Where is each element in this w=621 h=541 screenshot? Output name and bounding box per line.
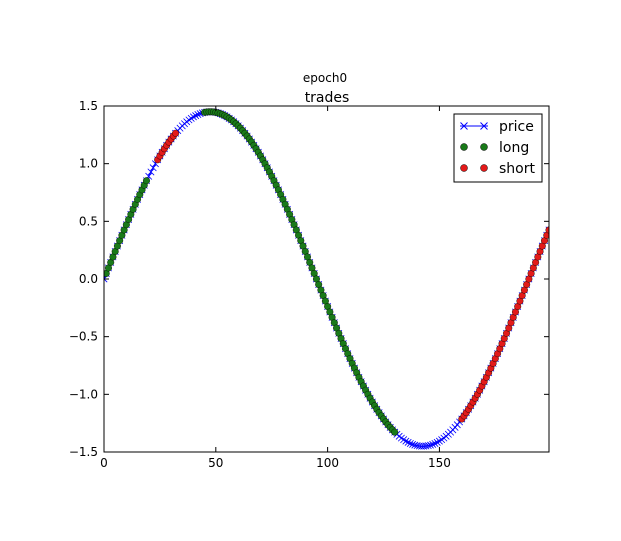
y-tick-label: −1.0 <box>69 387 98 401</box>
price-point <box>192 112 200 120</box>
legend-short-marker <box>460 164 468 172</box>
price-point <box>400 436 408 444</box>
legend-box <box>453 113 543 183</box>
price-point <box>424 442 432 450</box>
plot-area <box>104 108 549 450</box>
price-point <box>431 439 439 447</box>
price-point <box>426 441 434 449</box>
price-point <box>433 438 441 446</box>
series-group <box>104 108 549 450</box>
y-tick-label: 0.0 <box>79 272 98 286</box>
legend-short-marker <box>480 164 488 172</box>
price-point <box>189 113 197 121</box>
legend-label-short: short <box>499 161 535 177</box>
price-point <box>404 438 412 446</box>
y-tick-label: 1.5 <box>79 99 98 113</box>
long-trade-point <box>391 428 399 436</box>
y-tick-label: 0.5 <box>79 214 98 228</box>
legend-price-marker <box>460 122 468 130</box>
price-point <box>429 440 437 448</box>
legend-label-long: long <box>499 140 529 156</box>
short-trade-point <box>545 226 549 234</box>
legend-item-long: long <box>460 140 529 156</box>
price-point <box>194 111 202 119</box>
price-point <box>149 164 157 172</box>
x-tick-label: 150 <box>428 456 451 470</box>
x-tick-label: 0 <box>100 456 108 470</box>
legend-long-marker <box>460 143 468 151</box>
axis-ticks: 0 50 100 150 1.5 1.0 0.5 0.0 −0.5 −1.0 −1.5 <box>69 99 549 470</box>
chart-title: trades <box>305 90 350 106</box>
x-tick-label: 50 <box>208 456 223 470</box>
price-point <box>411 441 419 449</box>
figure-suptitle: epoch0 <box>303 71 347 85</box>
short-trade-point <box>172 129 180 137</box>
price-point <box>187 114 195 122</box>
x-tick-label: 100 <box>316 456 339 470</box>
legend-long-marker <box>480 143 488 151</box>
y-tick-label: 1.0 <box>79 157 98 171</box>
legend: price long short <box>453 113 543 183</box>
price-point <box>402 437 410 445</box>
long-trade-point <box>142 177 150 185</box>
price-point <box>422 442 430 450</box>
legend-item-price: price <box>460 119 534 135</box>
price-point <box>147 168 155 176</box>
price-point <box>406 439 414 447</box>
price-point <box>435 437 443 445</box>
legend-item-short: short <box>460 161 535 177</box>
legend-label-price: price <box>499 119 534 135</box>
y-tick-label: −0.5 <box>69 330 98 344</box>
legend-price-marker <box>480 122 488 130</box>
y-tick-label: −1.5 <box>69 445 98 459</box>
price-point <box>409 440 417 448</box>
